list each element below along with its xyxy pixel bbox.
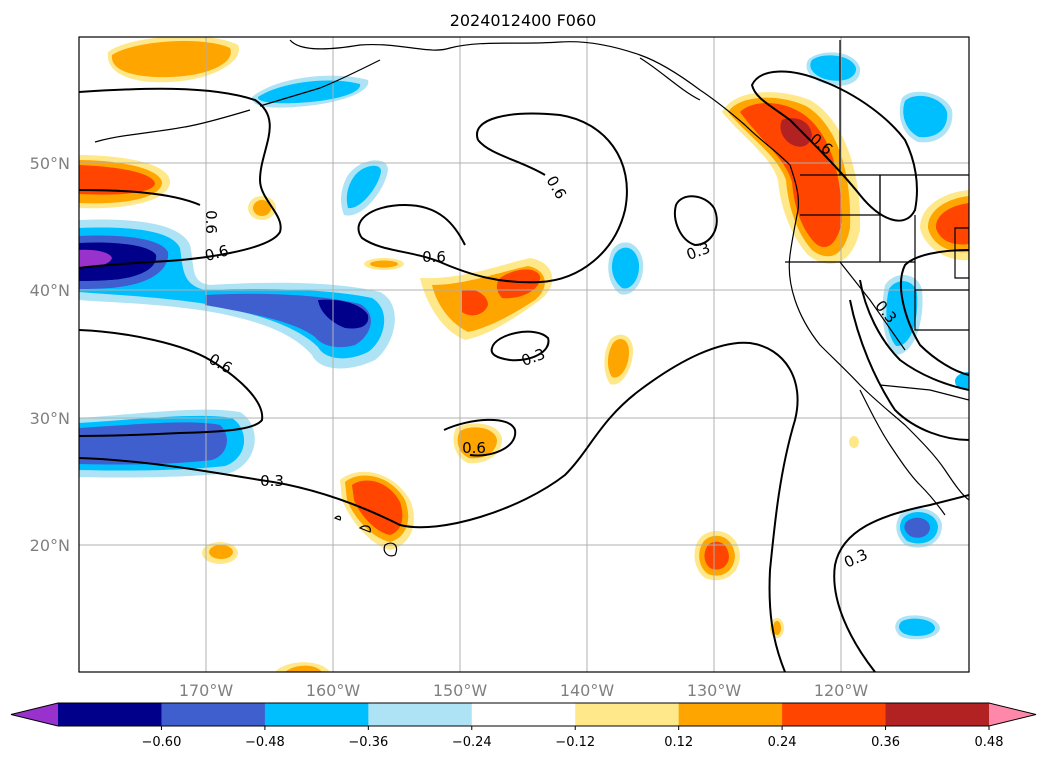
lat-label: 20°N (30, 536, 70, 555)
anomaly-positive-region (849, 436, 859, 448)
colorbar-tick-label: −0.60 (142, 735, 182, 750)
colorbar-tick-label: 0.48 (975, 735, 1004, 750)
colorbar-tick-label: −0.12 (555, 735, 595, 750)
anomaly-negative-region (882, 274, 923, 355)
colorbar-extend-high (989, 703, 1036, 726)
lon-labels: 170°W 160°W 150°W 140°W 130°W 120°W (179, 681, 869, 700)
lon-label: 170°W (179, 681, 234, 700)
anomaly-positive-region (453, 423, 503, 464)
anomaly-negative-region (899, 91, 953, 143)
colorbar-outline (10, 702, 1037, 727)
lon-label: 130°W (687, 681, 742, 700)
contour-label: 0.3 (260, 472, 284, 490)
anomaly-negative-region (954, 372, 969, 390)
anomaly-negative-region (79, 219, 395, 369)
colorbar: −0.60 −0.48 −0.36 −0.24 −0.12 0.12 0.24 0.36 0.4… (10, 702, 1037, 750)
lon-label: 120°W (814, 681, 869, 700)
anomaly-positive-region (364, 258, 404, 270)
contour-label: 0.6 (422, 248, 446, 266)
map-gridlines (79, 37, 969, 672)
colorbar-segment (161, 703, 266, 726)
map-frame (78, 36, 970, 673)
figure-title: 2024012400 F060 (450, 11, 597, 30)
anomaly-positive-region (694, 531, 740, 581)
anomaly-negative-region (896, 507, 942, 548)
anomaly-positive-region (275, 662, 330, 672)
colorbar-extend-low (11, 703, 58, 726)
colorbar-segment (264, 703, 369, 726)
contour-label: 0.6 (462, 439, 486, 457)
anomaly-positive-region (604, 334, 634, 385)
lon-label: 160°W (306, 681, 361, 700)
colorbar-tick-label: 0.36 (871, 735, 900, 750)
anomaly-negative-region (341, 160, 388, 216)
map-content: 0.6 0.6 0.6 0.6 0.3 0.6 0.3 0.6 0.3 0.3 … (79, 37, 969, 672)
lat-label: 50°N (30, 154, 70, 173)
colorbar-segment (368, 703, 473, 726)
lat-labels: 50°N 40°N 30°N 20°N (30, 154, 70, 555)
colorbar-segment (678, 703, 783, 726)
coastlines (94, 39, 969, 557)
contour-label: 0.6 (203, 241, 231, 265)
colorbar-segment (58, 703, 162, 726)
colorbar-segment (885, 703, 990, 726)
colorbar-segment (471, 703, 576, 726)
lat-label: 30°N (30, 409, 70, 428)
lat-label: 40°N (30, 281, 70, 300)
anomaly-positive-region (920, 190, 969, 261)
colorbar-segment (782, 703, 887, 726)
colorbar-tick-label: 0.24 (768, 735, 797, 750)
colorbar-tick-label: 0.12 (664, 735, 693, 750)
colorbar-tick-label: −0.24 (452, 735, 492, 750)
colorbar-tick-label: −0.48 (245, 735, 285, 750)
anomaly-positive-region (202, 542, 238, 564)
colorbar-tick-label: −0.36 (348, 735, 388, 750)
lon-label: 140°W (560, 681, 615, 700)
contour-label: 0.6 (202, 210, 220, 234)
anomaly-negative-region (806, 52, 861, 86)
lon-label: 150°W (433, 681, 488, 700)
colorbar-segment (575, 703, 680, 726)
anomaly-positive-region (340, 471, 414, 550)
anomaly-negative-region (79, 409, 255, 478)
anomaly-negative-region (608, 242, 644, 295)
anomaly-negative-region (895, 615, 940, 640)
contour-lines (79, 70, 969, 672)
